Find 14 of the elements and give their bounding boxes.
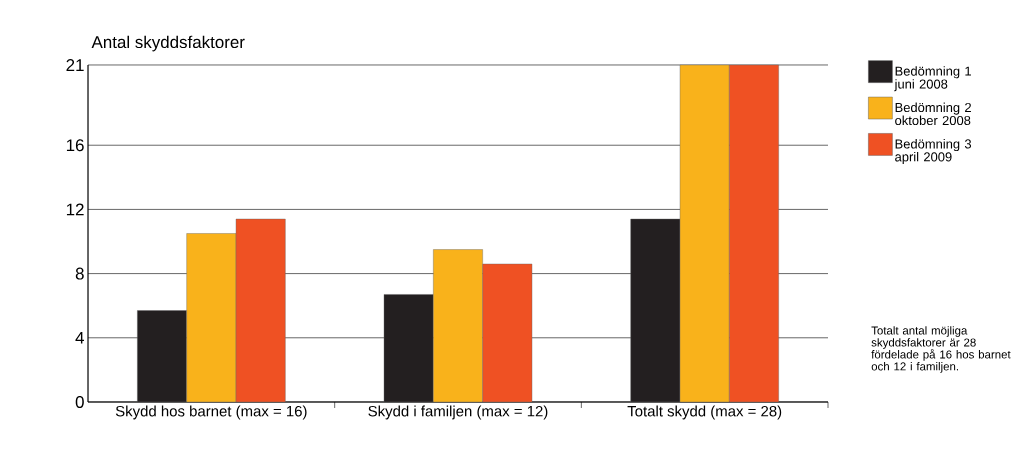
y-axis-title: Antal skyddsfaktorer <box>91 35 245 52</box>
x-tick-label: Skydd i familjen (max = 12) <box>368 405 548 420</box>
y-tick-label: 12 <box>66 203 84 216</box>
legend-label: Bedömning 3 april 2009 <box>895 138 972 165</box>
legend-label: Bedömning 1 juni 2008 <box>894 66 971 92</box>
y-tick-label: 4 <box>75 331 84 344</box>
y-tick-label: 16 <box>66 139 84 152</box>
x-tick-label: Totalt skydd (max = 28) <box>627 405 782 420</box>
x-tick-label: Skydd hos barnet (max = 16) <box>115 405 307 420</box>
legend-label: Bedömning 2 oktober 2008 <box>895 102 971 126</box>
y-tick-label: 0 <box>75 395 84 408</box>
text: Totalt antal möjliga skyddsfaktorer är 28 fördelade på 16 hos barnet och 12 i familjen. <box>871 326 1011 373</box>
y-tick-label: 21 <box>66 59 84 71</box>
y-tick-label: 8 <box>75 267 84 280</box>
